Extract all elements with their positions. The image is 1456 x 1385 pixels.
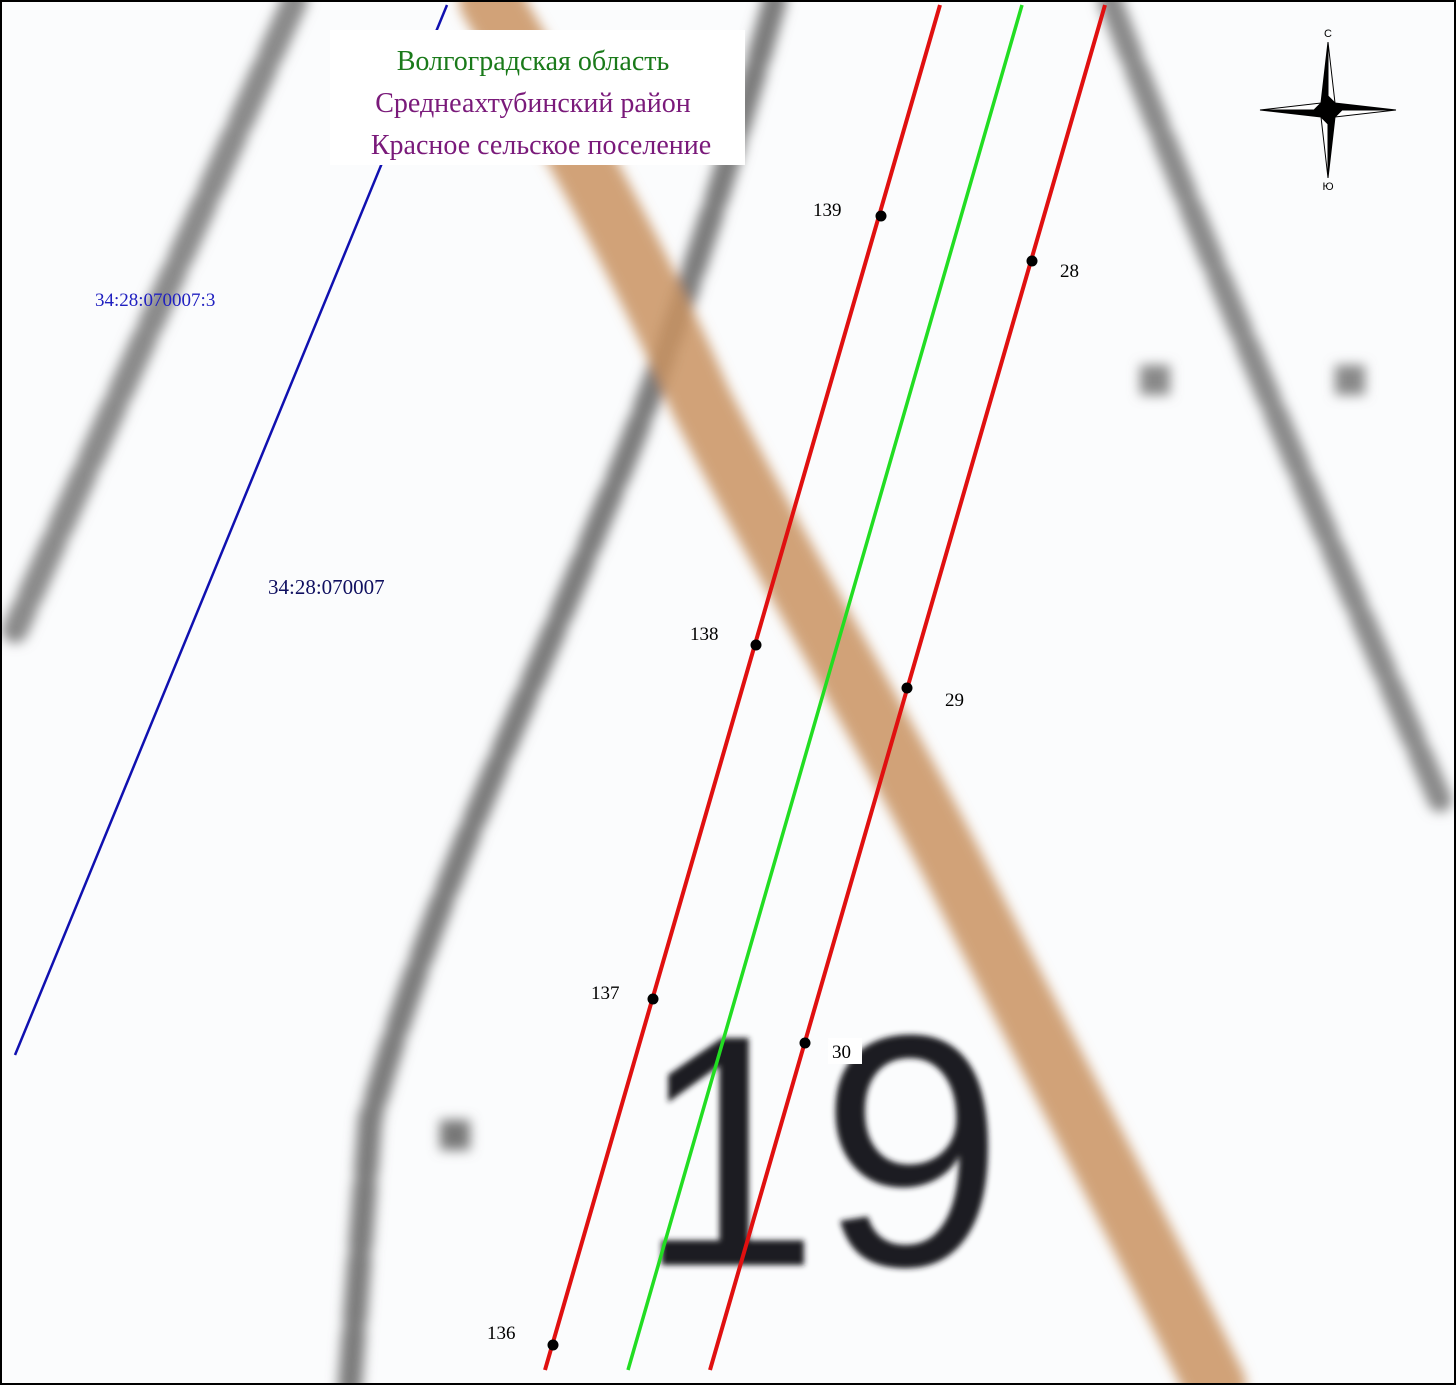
- base-dot: [1140, 365, 1170, 395]
- point: [1027, 256, 1038, 267]
- region-title: Волгоградская область: [397, 46, 670, 77]
- point: [876, 211, 887, 222]
- district-title: Среднеахтубинский район: [375, 88, 691, 119]
- point-label: 30: [832, 1042, 851, 1063]
- base-dot: [440, 1120, 470, 1150]
- point-label: 137: [591, 983, 620, 1004]
- settlement-title: Красное сельское поселение: [371, 130, 711, 161]
- point: [751, 640, 762, 651]
- point-label: 139: [813, 200, 842, 221]
- compass-north: С: [1324, 28, 1332, 40]
- base-dot: [1335, 365, 1365, 395]
- parcel-label: 34:28:070007:3: [95, 290, 215, 311]
- point: [648, 994, 659, 1005]
- parcel-label: 34:28:070007: [268, 575, 385, 599]
- point: [800, 1038, 811, 1049]
- compass-south: Ю: [1322, 181, 1333, 193]
- map: 19 Волгоградская область Среднеахтубинск…: [0, 0, 1456, 1385]
- point-label: 136: [487, 1323, 516, 1344]
- point: [548, 1340, 559, 1351]
- point-label: 29: [945, 690, 964, 711]
- point: [902, 683, 913, 694]
- page: {"header": {"region": "Волгоградская обл…: [0, 0, 1456, 1385]
- point-label: 138: [690, 624, 719, 645]
- point-label: 28: [1060, 261, 1079, 282]
